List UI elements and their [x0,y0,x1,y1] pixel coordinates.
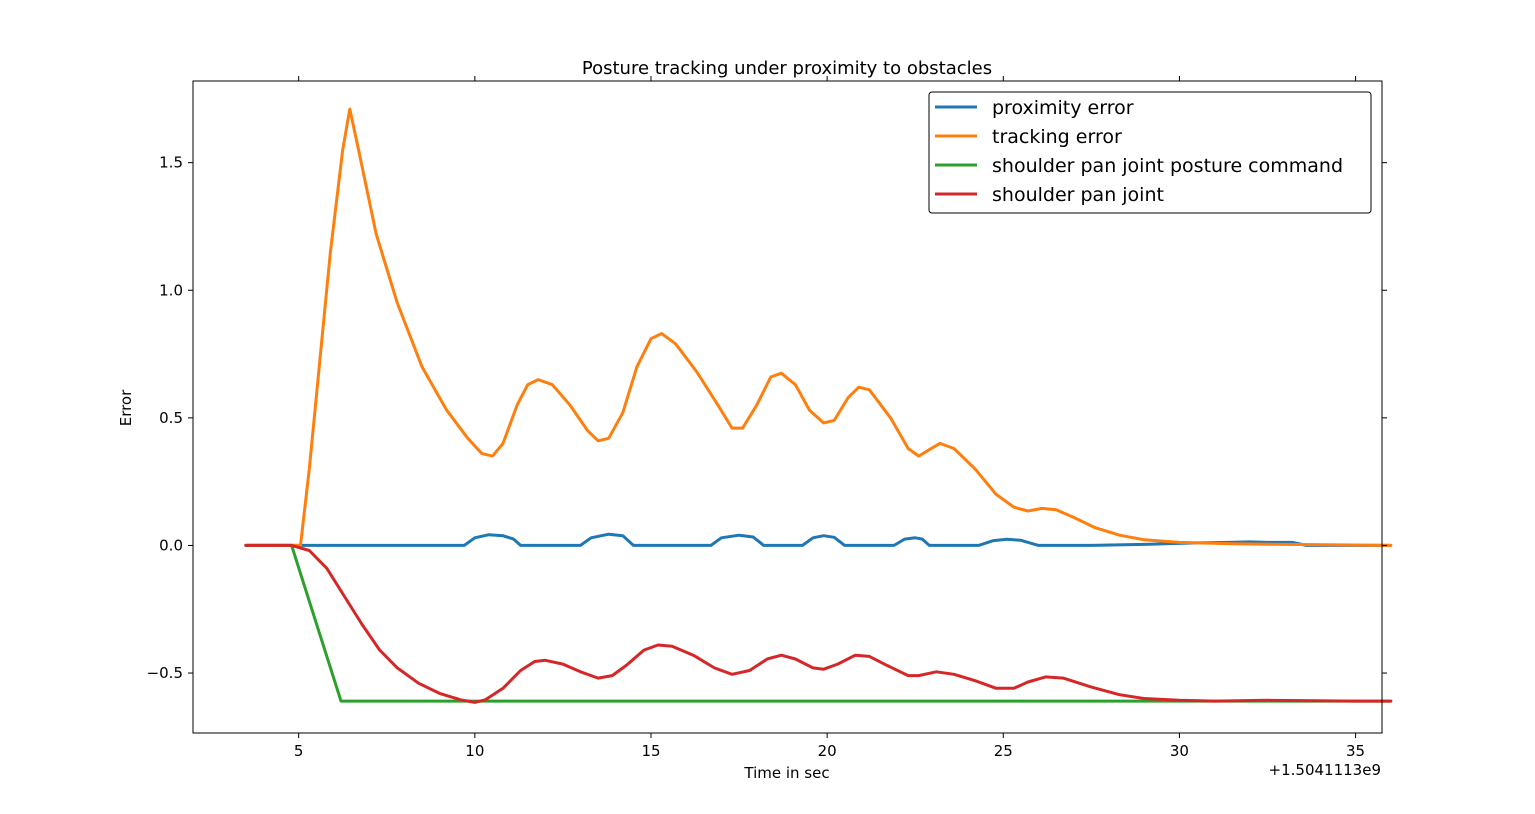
x-tick-label: 25 [994,742,1013,760]
legend-label-1: tracking error [992,126,1122,148]
series-line-3 [244,543,1393,704]
x-tick-label: 5 [294,742,304,760]
y-tick-label: 0.0 [159,536,183,554]
y-axis: −0.5 0.0 0.5 1.0 1.5 [147,154,1387,682]
legend-label-0: proximity error [992,97,1134,119]
x-tick-label: 15 [641,742,660,760]
plot-frame [192,80,1383,734]
legend-label-2: shoulder pan joint posture command [992,155,1343,177]
series-line-2 [244,543,1393,703]
y-tick-label: 1.0 [159,281,183,299]
legend: proximity error tracking error shoulder pa… [928,91,1372,214]
y-tick-label: 0.5 [159,409,183,427]
x-tick-label: 30 [1170,742,1189,760]
series-line-0 [244,532,1393,547]
y-axis-label: Error [117,389,135,426]
series-line-1 [244,107,1393,547]
x-axis: 5 10 15 20 25 30 35 [294,76,1365,760]
y-tick-label: 1.5 [159,154,183,172]
series-layer [244,107,1393,704]
x-tick-label: 35 [1346,742,1365,760]
x-tick-label: 10 [465,742,484,760]
x-axis-label: Time in sec [743,764,829,782]
legend-box [928,91,1372,214]
x-offset-label: +1.5041113e9 [1269,761,1381,779]
y-tick-label: −0.5 [147,664,183,682]
legend-label-3: shoulder pan joint [992,184,1164,206]
x-tick-label: 20 [818,742,837,760]
chart-title: Posture tracking under proximity to obst… [582,58,992,79]
